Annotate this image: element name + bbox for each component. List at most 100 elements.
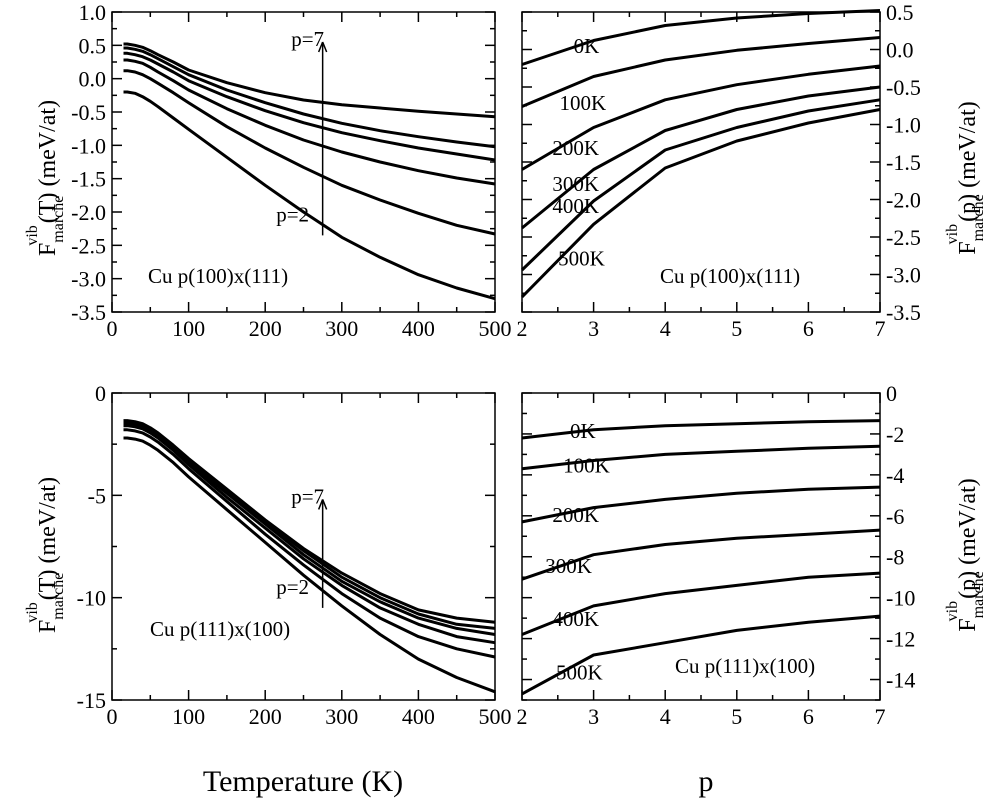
arrow-head xyxy=(317,499,328,510)
y-tick-label: -2.0 xyxy=(71,200,106,225)
x-tick-label: 300 xyxy=(325,316,358,341)
ylabel-base: F xyxy=(35,243,61,256)
series-line-top-right-1 xyxy=(521,36,881,108)
panel-bottom-left: 0 100 200 300 400 500 -15 -10 -5 0 Cu p(111)x(100)… xyxy=(77,381,512,729)
ylabel-sup: vib xyxy=(944,601,961,621)
y-tick-label: -12 xyxy=(886,627,915,652)
series-line-top-left-3 xyxy=(123,51,496,162)
series-line-top-right-2 xyxy=(521,64,881,171)
svg-text:Fmarchevib(T) (meV/at): Fmarche vib (T) (meV/at) xyxy=(24,477,67,633)
ylabel-rest: (T) (meV/at) xyxy=(35,100,61,223)
arrow-label-end: p=7 xyxy=(291,27,324,51)
y-tick-label: -2.5 xyxy=(886,225,921,250)
x-tick-label: 200 xyxy=(249,704,282,729)
y-tick-label: 0 xyxy=(886,381,897,406)
y-tick-label: -1.0 xyxy=(886,113,921,138)
x-tick-label: 7 xyxy=(875,704,886,729)
y-tick-label: 1.0 xyxy=(79,0,107,25)
x-tick-label: 400 xyxy=(402,704,435,729)
panel-top-left: 0 100 200 300 400 500 -3.5 -3.0 -2.5 -2.0 -1.5 -1.0… xyxy=(71,0,511,341)
ylabel-base: F xyxy=(955,241,981,254)
svg-text:Fmarchevib(p) (meV/at): Fmarche vib (p) (meV/at) xyxy=(944,101,987,255)
ylabel-sup: vib xyxy=(944,224,961,244)
y-tick-label: -3.5 xyxy=(71,300,106,325)
x-tick-label: 400 xyxy=(402,316,435,341)
xlabel-temperature: Temperature (K) xyxy=(203,765,403,798)
x-tick-label: 5 xyxy=(731,704,742,729)
x-tick-label: 200 xyxy=(249,316,282,341)
ylabel-sup: vib xyxy=(24,225,41,245)
y-tick-label: -4 xyxy=(886,463,904,488)
x-tick-label: 4 xyxy=(660,316,671,341)
arrow-head xyxy=(317,41,328,53)
x-tick-label: 4 xyxy=(660,704,671,729)
series-line-bottom-right-4 xyxy=(521,571,881,636)
series-label: 300K xyxy=(545,554,592,578)
panel-top-right: 2 3 4 5 6 7-3.5 -3.0 -2.5 -2.0 -1.5 -1.0 -0.5 0.0 0.5… xyxy=(517,0,921,341)
series-label: 200K xyxy=(552,136,599,160)
series-line-top-left-1 xyxy=(123,69,496,236)
x-tick-label: 0 xyxy=(107,704,118,729)
y-tick-label: -0.5 xyxy=(71,100,106,125)
y-tick-label: 0.0 xyxy=(886,38,914,63)
svg-text:Fmarchevib(T) (meV/at): Fmarche vib (T) (meV/at) xyxy=(24,100,67,256)
ylabel-sub: marche xyxy=(50,573,67,620)
panel-bottom-right: 2 3 4 5 6 7-14 -12 -10 -8 -6 -4 -2 0 Cu p(111)x(100) 0… xyxy=(517,381,916,729)
x-tick-label: 5 xyxy=(731,316,742,341)
panel-label: Cu p(111)x(100) xyxy=(675,654,815,678)
xlabel-p: p xyxy=(699,765,714,798)
series-label: 0K xyxy=(574,34,600,58)
x-tick-label: 7 xyxy=(875,316,886,341)
x-tick-label: 300 xyxy=(325,704,358,729)
y-tick-label: 0 xyxy=(95,381,106,406)
series-line-bottom-left-4 xyxy=(123,420,496,630)
series-line-top-right-3 xyxy=(521,85,881,230)
x-tick-label: 2 xyxy=(517,316,528,341)
arrow-label-end: p=7 xyxy=(291,484,324,508)
ylabel-top-left: Fmarche vib (T) (meV/at) xyxy=(24,100,67,256)
series-line-top-left-5 xyxy=(123,42,496,119)
series-line-top-left-4 xyxy=(123,46,496,149)
svg-text:Fmarchevib(p) (meV/at): Fmarche vib (p) (meV/at) xyxy=(944,478,987,632)
series-line-bottom-right-0 xyxy=(521,419,881,440)
series-label: 400K xyxy=(552,194,599,218)
y-tick-label: -3.5 xyxy=(886,300,921,325)
series-line-top-right-4 xyxy=(520,98,881,272)
series-line-bottom-left-3 xyxy=(123,422,496,636)
series-line-top-right-0 xyxy=(521,9,881,66)
x-tick-label: 100 xyxy=(172,704,205,729)
ylabel-sub: marche xyxy=(50,196,67,243)
ylabel-bottom-left: Fmarche vib (T) (meV/at) xyxy=(24,477,67,633)
y-tick-label: -1.5 xyxy=(886,150,921,175)
y-tick-label: -3.0 xyxy=(886,263,921,288)
ylabel-rest: (p) (meV/at) xyxy=(955,101,981,222)
y-tick-label: -15 xyxy=(77,688,106,713)
ylabel-bottom-right: Fmarche vib (p) (meV/at) xyxy=(944,478,987,632)
ylabel-top-right: Fmarche vib (p) (meV/at) xyxy=(944,101,987,255)
x-tick-label: 100 xyxy=(172,316,205,341)
y-tick-label: 0.5 xyxy=(886,0,914,25)
series-line-bottom-left-1 xyxy=(123,428,496,659)
x-tick-label: 2 xyxy=(517,704,528,729)
x-tick-label: 0 xyxy=(107,316,118,341)
x-tick-label: 3 xyxy=(588,704,599,729)
y-tick-label: -5 xyxy=(88,483,106,508)
series-line-top-right-5 xyxy=(520,108,881,299)
arrow-label-start: p=2 xyxy=(276,575,309,599)
series-line-bottom-right-1 xyxy=(521,444,881,471)
series-line-bottom-left-5 xyxy=(123,419,496,624)
x-tick-label: 500 xyxy=(479,704,512,729)
ylabel-sub: marche xyxy=(970,571,987,618)
x-tick-label: 6 xyxy=(803,316,814,341)
series-label: 100K xyxy=(563,454,610,478)
y-tick-label: -2 xyxy=(886,422,904,447)
series-line-bottom-right-3 xyxy=(521,528,881,581)
y-tick-label: -0.5 xyxy=(886,75,921,100)
series-line-top-left-0 xyxy=(123,90,496,301)
y-tick-label: -8 xyxy=(886,545,904,570)
y-tick-label: -3.0 xyxy=(71,267,106,292)
series-label: 200K xyxy=(552,503,599,527)
series-line-bottom-left-2 xyxy=(123,424,496,645)
ylabel-sup: vib xyxy=(24,602,41,622)
